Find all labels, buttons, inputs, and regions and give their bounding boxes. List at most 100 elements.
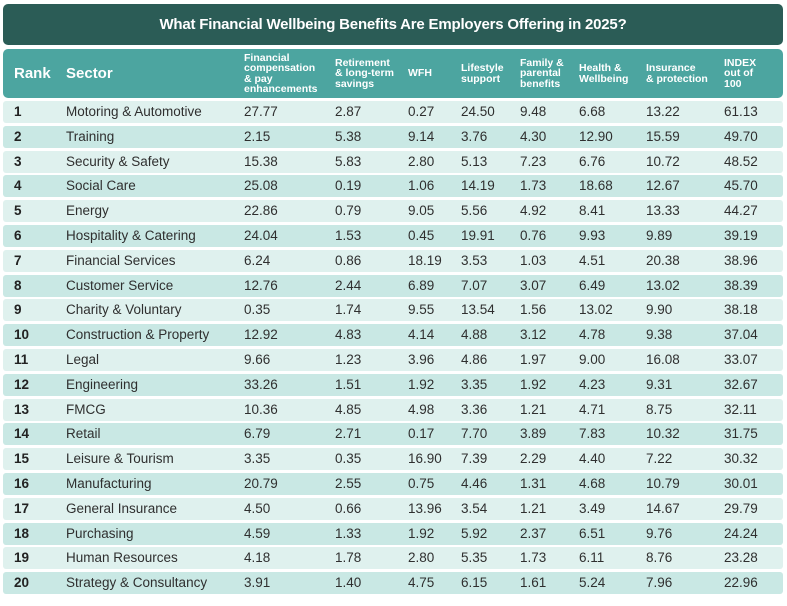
rank-cell: 12 bbox=[14, 376, 30, 392]
value-cell: 22.86 bbox=[244, 203, 278, 219]
sector-cell: Purchasing bbox=[66, 525, 134, 541]
value-cell: 7.23 bbox=[520, 153, 547, 169]
value-cell: 4.71 bbox=[579, 401, 606, 417]
table-row: 12 Engineering 33.26 1.51 1.92 3.35 1.92 4.23 9.… bbox=[3, 373, 783, 396]
value-cell: 1.21 bbox=[520, 500, 547, 516]
sector-cell: Leisure & Tourism bbox=[66, 451, 174, 467]
value-cell: 9.76 bbox=[646, 525, 673, 541]
column-header: Retirement & long-term savings bbox=[335, 56, 394, 90]
value-cell: 1.56 bbox=[520, 302, 547, 318]
value-cell: 4.40 bbox=[579, 451, 606, 467]
value-cell: 6.15 bbox=[461, 575, 488, 591]
rank-cell: 14 bbox=[14, 426, 30, 442]
value-cell: 1.51 bbox=[335, 376, 362, 392]
column-header: Family & parental benefits bbox=[520, 56, 564, 90]
value-cell: 3.35 bbox=[244, 451, 271, 467]
sector-cell: Manufacturing bbox=[66, 476, 152, 491]
value-cell: 4.88 bbox=[461, 327, 488, 343]
value-cell: 18.68 bbox=[579, 178, 613, 194]
value-cell: 1.23 bbox=[335, 352, 362, 367]
value-cell: 38.96 bbox=[724, 252, 758, 268]
value-cell: 4.59 bbox=[244, 525, 271, 541]
rank-cell: 10 bbox=[14, 327, 30, 343]
sector-cell: Financial Services bbox=[66, 252, 176, 268]
value-cell: 24.24 bbox=[724, 525, 758, 541]
value-cell: 3.36 bbox=[461, 401, 488, 417]
value-cell: 4.78 bbox=[579, 327, 606, 343]
value-cell: 0.35 bbox=[335, 451, 362, 467]
value-cell: 25.08 bbox=[244, 178, 278, 194]
table-row: 6 Hospitality & Catering 24.04 1.53 0.45 19.9… bbox=[3, 225, 783, 247]
rank-cell: 2 bbox=[14, 128, 22, 144]
value-cell: 8.75 bbox=[646, 401, 673, 417]
value-cell: 3.96 bbox=[408, 352, 435, 367]
value-cell: 4.30 bbox=[520, 128, 547, 144]
column-header: WFH bbox=[408, 67, 432, 80]
sector-cell: Customer Service bbox=[66, 277, 174, 293]
value-cell: 24.04 bbox=[244, 228, 278, 243]
value-cell: 13.54 bbox=[461, 302, 495, 318]
value-cell: 9.05 bbox=[408, 203, 435, 219]
value-cell: 2.87 bbox=[335, 104, 362, 119]
value-cell: 3.12 bbox=[520, 327, 547, 343]
value-cell: 1.31 bbox=[520, 476, 547, 491]
value-cell: 29.79 bbox=[724, 500, 758, 516]
value-cell: 1.61 bbox=[520, 575, 547, 591]
value-cell: 0.75 bbox=[408, 476, 435, 491]
sector-cell: Charity & Voluntary bbox=[66, 302, 182, 318]
value-cell: 15.38 bbox=[244, 153, 278, 169]
value-cell: 61.13 bbox=[724, 104, 758, 119]
value-cell: 8.41 bbox=[579, 203, 606, 219]
value-cell: 5.92 bbox=[461, 525, 488, 541]
value-cell: 14.67 bbox=[646, 500, 680, 516]
sector-cell: FMCG bbox=[66, 401, 106, 417]
value-cell: 3.49 bbox=[579, 500, 606, 516]
table-row: 4 Social Care 25.08 0.19 1.06 14.19 1.73 18.68 1… bbox=[3, 175, 783, 198]
value-cell: 4.92 bbox=[520, 203, 547, 219]
value-cell: 48.52 bbox=[724, 153, 758, 169]
rank-cell: 7 bbox=[14, 252, 22, 268]
value-cell: 13.22 bbox=[646, 104, 680, 119]
rank-cell: 11 bbox=[14, 352, 29, 367]
value-cell: 7.70 bbox=[461, 426, 488, 442]
value-cell: 0.19 bbox=[335, 178, 362, 194]
table-row: 2 Training 2.15 5.38 9.14 3.76 4.30 12.90 15.59 4… bbox=[3, 125, 783, 148]
value-cell: 45.70 bbox=[724, 178, 758, 194]
value-cell: 3.35 bbox=[461, 376, 488, 392]
value-cell: 3.76 bbox=[461, 128, 488, 144]
table-row: 8 Customer Service 12.76 2.44 6.89 7.07 3.07 6.… bbox=[3, 274, 783, 297]
value-cell: 22.96 bbox=[724, 575, 758, 591]
sector-cell: Engineering bbox=[66, 376, 139, 392]
value-cell: 1.92 bbox=[520, 376, 547, 392]
value-cell: 2.80 bbox=[408, 550, 435, 566]
table-row: 9 Charity & Voluntary 0.35 1.74 9.55 13.54 1.5… bbox=[3, 299, 783, 322]
column-header: Financial compensation & pay enhancements bbox=[244, 51, 318, 95]
value-cell: 5.24 bbox=[579, 575, 606, 591]
rank-cell: 5 bbox=[14, 203, 22, 219]
value-cell: 2.15 bbox=[244, 128, 271, 144]
table-row: 7 Financial Services 6.24 0.86 18.19 3.53 1.03… bbox=[3, 249, 783, 272]
value-cell: 2.71 bbox=[335, 426, 362, 442]
value-cell: 2.44 bbox=[335, 277, 362, 293]
value-cell: 32.67 bbox=[724, 376, 758, 392]
sector-cell: Human Resources bbox=[66, 550, 178, 566]
value-cell: 9.48 bbox=[520, 104, 547, 119]
rank-cell: 3 bbox=[14, 153, 22, 169]
value-cell: 12.76 bbox=[244, 277, 278, 293]
value-cell: 9.00 bbox=[579, 352, 606, 367]
value-cell: 32.11 bbox=[724, 401, 757, 417]
value-cell: 1.40 bbox=[335, 575, 362, 591]
table-row: 1 Motoring & Automotive 27.77 2.87 0.27 24.50… bbox=[3, 101, 783, 123]
value-cell: 5.56 bbox=[461, 203, 488, 219]
value-cell: 1.92 bbox=[408, 376, 435, 392]
value-cell: 0.17 bbox=[408, 426, 435, 442]
table-row: 14 Retail 6.79 2.71 0.17 7.70 3.89 7.83 10.32 31.… bbox=[3, 423, 783, 446]
sector-cell: Motoring & Automotive bbox=[66, 104, 202, 119]
value-cell: 4.83 bbox=[335, 327, 362, 343]
rank-cell: 4 bbox=[14, 178, 22, 194]
value-cell: 12.90 bbox=[579, 128, 613, 144]
table-row: 10 Construction & Property 12.92 4.83 4.14 4.… bbox=[3, 324, 783, 347]
value-cell: 4.23 bbox=[579, 376, 606, 392]
value-cell: 33.07 bbox=[724, 352, 758, 367]
value-cell: 38.39 bbox=[724, 277, 758, 293]
